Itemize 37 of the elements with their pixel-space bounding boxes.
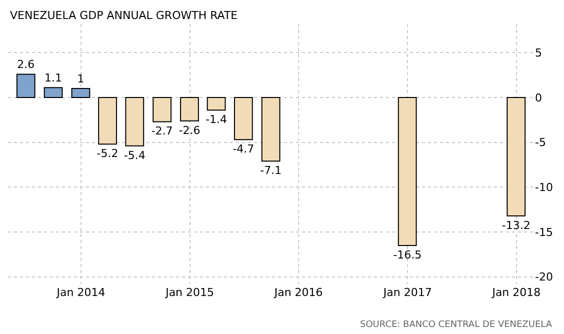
chart-title: VENEZUELA GDP ANNUAL GROWTH RATE xyxy=(10,9,238,22)
y-tick-label: 5 xyxy=(535,46,542,60)
data-label: -5.4 xyxy=(124,148,146,162)
data-label: -2.6 xyxy=(178,124,200,137)
bar xyxy=(16,74,36,98)
bar xyxy=(44,87,63,98)
bar xyxy=(261,97,280,162)
bar xyxy=(180,97,199,122)
bar xyxy=(398,97,417,246)
data-label: 1.1 xyxy=(44,72,62,85)
x-tick-label: Jan 2015 xyxy=(164,286,214,299)
y-tick-label: 0 xyxy=(535,91,542,104)
source-note: SOURCE: BANCO CENTRAL DE VENEZUELA xyxy=(360,320,553,330)
x-tick-label: Jan 2018 xyxy=(491,286,541,299)
bar xyxy=(98,97,117,145)
data-label: -16.5 xyxy=(393,248,422,262)
bar xyxy=(71,88,90,98)
data-label: -1.4 xyxy=(206,113,228,126)
data-label: -5.2 xyxy=(96,147,118,160)
bar xyxy=(206,97,226,111)
y-tick-label: -5 xyxy=(535,136,546,150)
y-tick-label: -20 xyxy=(535,270,553,284)
y-tick-label: -15 xyxy=(535,226,553,239)
y-tick-label: -10 xyxy=(535,181,553,194)
bar xyxy=(506,97,526,216)
data-label: -13.2 xyxy=(502,218,530,232)
bar xyxy=(152,97,172,122)
data-label: -4.7 xyxy=(232,142,254,156)
x-tick-label: Jan 2014 xyxy=(56,286,106,299)
data-label: 2.6 xyxy=(17,58,35,72)
bar xyxy=(125,97,144,146)
data-label: -7.1 xyxy=(260,164,282,178)
bar xyxy=(234,97,253,140)
x-tick-label: Jan 2017 xyxy=(382,286,432,299)
data-label: -2.7 xyxy=(151,124,173,138)
x-tick-label: Jan 2016 xyxy=(273,286,323,299)
data-label: 1 xyxy=(77,72,84,86)
